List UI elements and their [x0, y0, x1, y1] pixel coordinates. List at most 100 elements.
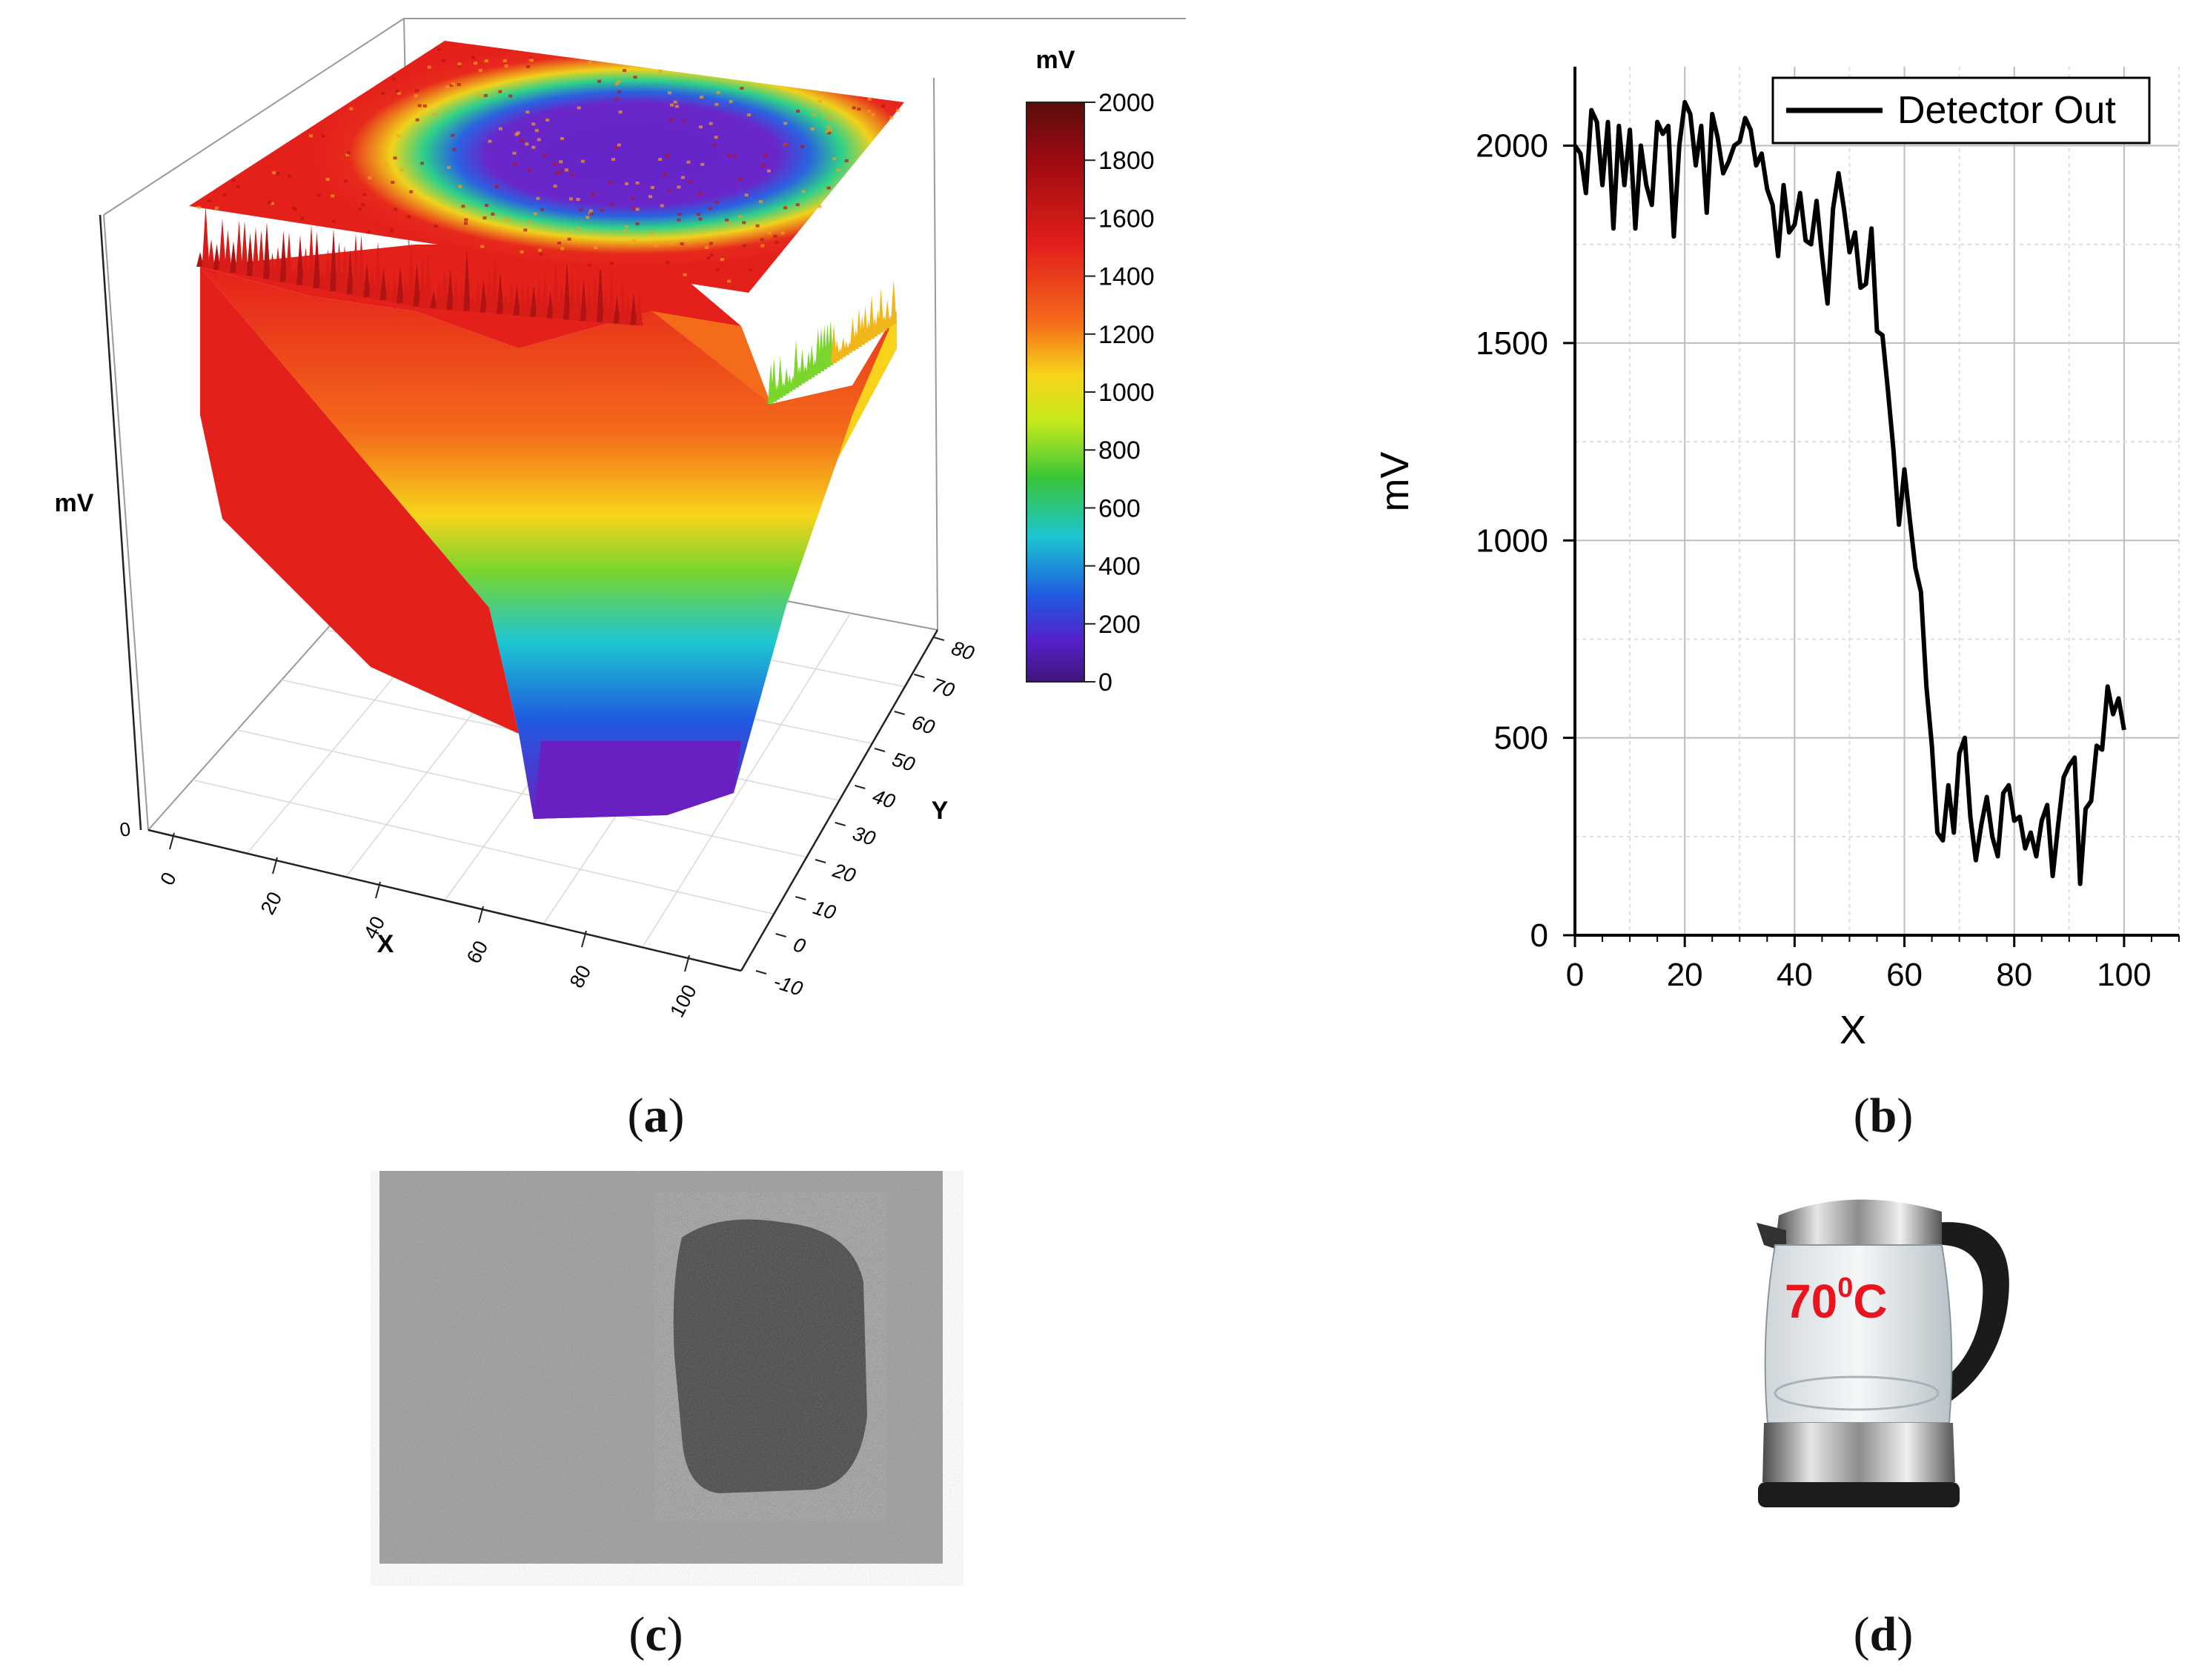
projection-noise-dot	[836, 168, 840, 172]
surface-spike	[480, 279, 488, 313]
x-tick-mark	[684, 954, 690, 972]
surface-spike	[279, 230, 288, 282]
kettle-image: 700C	[1757, 1199, 2009, 1507]
surface-spike	[771, 358, 777, 402]
projection-noise-dot	[504, 64, 508, 68]
surface-spike	[252, 226, 259, 277]
surface-spike	[568, 272, 577, 320]
x-tick-mark	[581, 930, 587, 948]
projection-noise-dot	[236, 185, 240, 188]
projection-noise-dot	[867, 97, 872, 101]
y-tick-mark	[795, 896, 806, 900]
projection-noise-dot	[361, 203, 365, 207]
surface-spike	[313, 231, 321, 288]
x-tick-label: 100	[666, 981, 701, 1021]
projection-noise-dot	[406, 215, 411, 219]
projection-noise-dot	[669, 119, 674, 122]
projection-noise-dot	[461, 205, 465, 208]
projection-noise-dot	[559, 160, 563, 164]
projection-noise-dot	[543, 153, 547, 157]
projection-noise-dot	[680, 176, 685, 179]
colorbar-tick-label: 1200	[1098, 321, 1155, 349]
kettle-base	[1762, 1423, 1955, 1482]
y-tick-mark	[775, 933, 786, 937]
y-tick-label: 0	[1530, 917, 1548, 954]
projection-noise-dot	[422, 104, 427, 107]
colorbar-tick-label: 0	[1098, 668, 1112, 697]
projection-noise-dot	[749, 268, 753, 272]
projection-noise-dot	[712, 144, 716, 147]
projection-noise-dot	[397, 91, 401, 95]
projection-noise-dot	[727, 279, 732, 283]
projection-noise-dot	[415, 89, 419, 93]
projection-noise-dot	[773, 234, 777, 238]
projection-noise-dot	[663, 173, 667, 176]
projection-noise-dot	[667, 91, 671, 95]
x-tick-mark	[272, 857, 278, 874]
projection-noise-dot	[485, 204, 489, 207]
projection-noise-dot	[498, 90, 503, 93]
projection-noise-dot	[665, 153, 669, 157]
projection-noise-dot	[325, 177, 330, 181]
surface-spike	[793, 339, 799, 388]
y-tick-label: 70	[929, 674, 957, 702]
surface-spike	[635, 290, 643, 326]
projection-noise-dot	[801, 190, 806, 193]
projection-noise-dot	[366, 230, 371, 234]
z-axis-line	[99, 214, 142, 831]
projection-noise-dot	[844, 159, 849, 162]
x-tick-label: 0	[156, 869, 181, 889]
legend: Detector Out	[1771, 76, 2151, 145]
projection-noise-dot	[471, 56, 475, 59]
projection-noise-dot	[503, 59, 507, 62]
projection-noise-dot	[810, 127, 815, 131]
projection-noise-dot	[738, 215, 743, 219]
surface-spike	[624, 291, 632, 325]
projection-noise-dot	[649, 231, 654, 235]
surface-spike	[513, 285, 521, 316]
caption-c: (c)	[628, 1607, 683, 1661]
projection-noise-dot	[871, 113, 875, 116]
y-tick-label: 1000	[1476, 522, 1548, 559]
y-tick-label: 500	[1494, 720, 1548, 757]
projection-noise-dot	[520, 250, 524, 253]
projection-noise-dot	[744, 193, 749, 197]
projection-noise-dot	[197, 205, 202, 209]
projection-noise-dot	[610, 262, 614, 265]
surface-spike	[630, 293, 637, 325]
colorbar-tick-label: 2000	[1098, 89, 1155, 117]
projection-noise-dot	[271, 202, 275, 205]
projection-noise-dot	[826, 186, 831, 190]
projection-noise-dot	[480, 245, 485, 248]
projection-noise-dot	[498, 127, 503, 130]
x-tick-label: 60	[462, 937, 493, 967]
surface-spike	[352, 233, 359, 296]
y-tick-label: 60	[909, 711, 938, 739]
projection-noise-dot	[533, 212, 537, 216]
surface-spike	[230, 241, 237, 273]
surface-spike	[474, 278, 482, 313]
surface-spike	[413, 262, 421, 307]
surface-spike	[391, 272, 399, 303]
kettle-glass-body	[1764, 1244, 1953, 1424]
projection-noise-dot	[527, 168, 531, 172]
colorbar-tick-label: 600	[1098, 494, 1141, 522]
projection-noise-dot	[545, 118, 550, 122]
surface-spike	[890, 279, 897, 325]
projection-noise-dot	[623, 229, 628, 233]
projection-noise-dot	[763, 154, 768, 158]
y-tick-mark	[874, 748, 886, 752]
projection-noise-dot	[349, 107, 354, 110]
projection-noise-dot	[658, 158, 663, 162]
projection-noise-dot	[588, 61, 592, 64]
projection-noise-dot	[528, 220, 533, 224]
projection-noise-dot	[525, 142, 529, 146]
surface-spike	[869, 294, 875, 339]
projection-noise-dot	[495, 185, 500, 189]
projection-noise-dot	[755, 224, 760, 228]
y-axis-title: mV	[1373, 452, 1417, 512]
projection-noise-dot	[795, 203, 800, 207]
surface-spike	[263, 222, 271, 279]
projection-noise-dot	[617, 90, 621, 94]
surface-spike	[580, 279, 588, 322]
